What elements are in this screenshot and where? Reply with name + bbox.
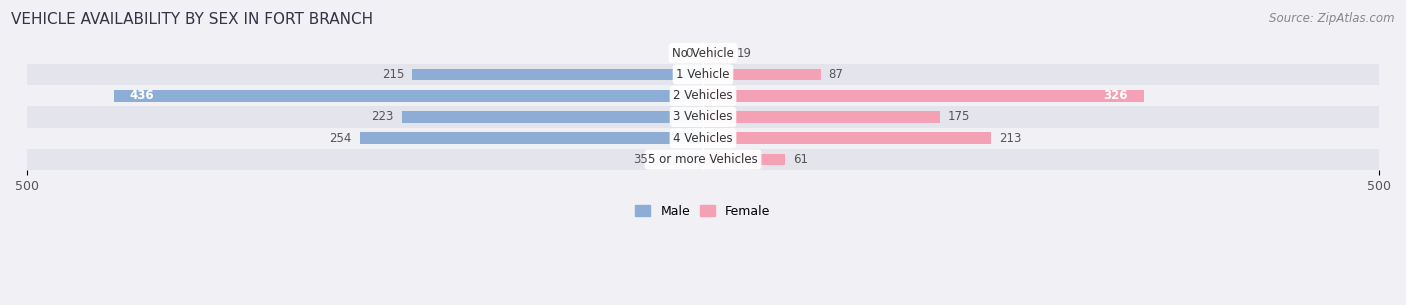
Bar	[27, 149, 1379, 170]
Bar	[703, 69, 821, 80]
Bar	[703, 154, 786, 165]
Text: 254: 254	[329, 132, 352, 145]
Bar	[114, 90, 703, 102]
Text: 436: 436	[129, 89, 155, 102]
Text: 3 Vehicles: 3 Vehicles	[673, 110, 733, 124]
Text: 1 Vehicle: 1 Vehicle	[676, 68, 730, 81]
Bar	[27, 64, 1379, 85]
Text: 326: 326	[1104, 89, 1128, 102]
Bar	[27, 127, 1379, 149]
Bar	[412, 69, 703, 80]
Bar	[27, 42, 1379, 64]
Bar	[27, 106, 1379, 127]
Text: 35: 35	[633, 153, 648, 166]
Text: 215: 215	[382, 68, 404, 81]
Text: Source: ZipAtlas.com: Source: ZipAtlas.com	[1270, 12, 1395, 25]
Text: 5 or more Vehicles: 5 or more Vehicles	[648, 153, 758, 166]
Text: 0: 0	[685, 47, 692, 59]
Bar	[360, 132, 703, 144]
Bar	[402, 111, 703, 123]
Text: 223: 223	[371, 110, 394, 124]
Bar	[655, 154, 703, 165]
Bar	[27, 85, 1379, 106]
Text: 61: 61	[793, 153, 808, 166]
Bar	[703, 132, 991, 144]
Text: VEHICLE AVAILABILITY BY SEX IN FORT BRANCH: VEHICLE AVAILABILITY BY SEX IN FORT BRAN…	[11, 12, 374, 27]
Text: 2 Vehicles: 2 Vehicles	[673, 89, 733, 102]
Text: 19: 19	[737, 47, 752, 59]
Bar	[703, 90, 1143, 102]
Text: 175: 175	[948, 110, 970, 124]
Bar	[703, 111, 939, 123]
Text: 213: 213	[1000, 132, 1022, 145]
Text: No Vehicle: No Vehicle	[672, 47, 734, 59]
Legend: Male, Female: Male, Female	[636, 205, 770, 217]
Text: 4 Vehicles: 4 Vehicles	[673, 132, 733, 145]
Bar	[703, 47, 728, 59]
Text: 87: 87	[828, 68, 844, 81]
